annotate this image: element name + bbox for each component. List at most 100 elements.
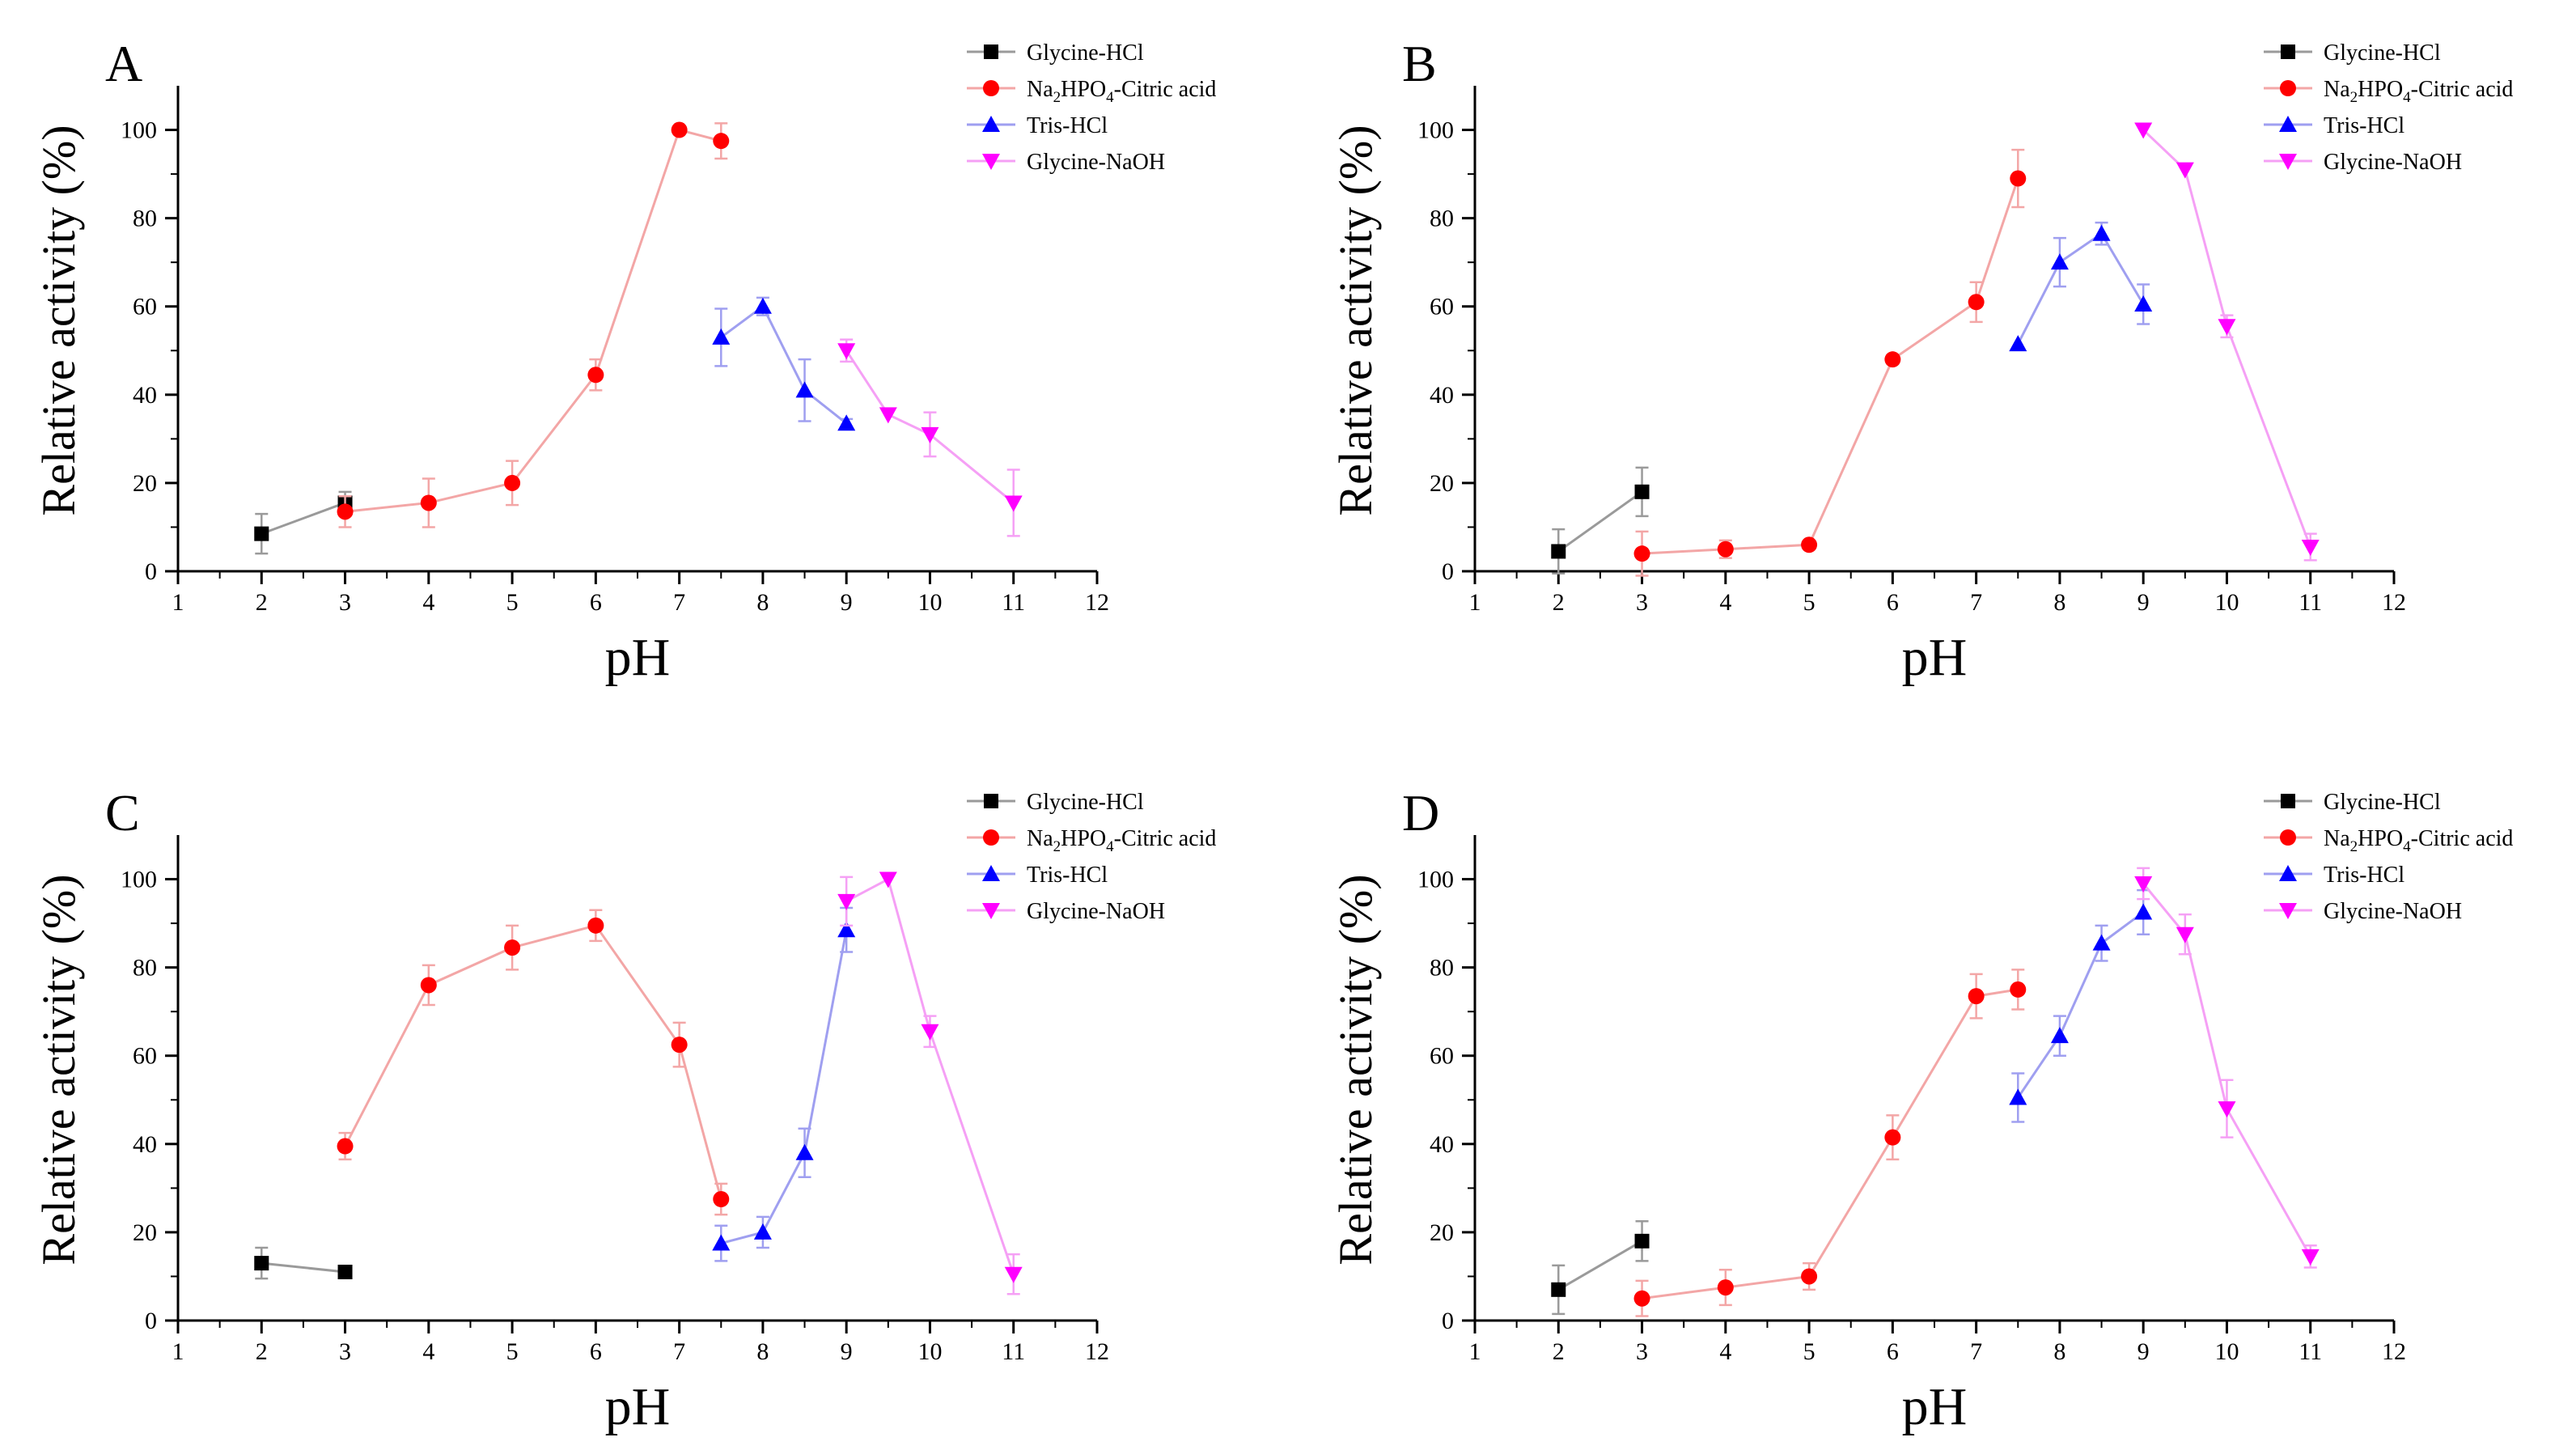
series-0 <box>254 490 353 555</box>
y-tick-label: 100 <box>121 117 157 144</box>
data-point <box>1634 484 1650 499</box>
series-3 <box>2134 867 2320 1269</box>
data-point <box>2134 122 2153 139</box>
y-tick-label: 100 <box>1417 867 1454 893</box>
series-line <box>261 502 346 536</box>
y-tick-label: 100 <box>1417 117 1454 144</box>
series-line <box>2016 231 2145 345</box>
legend: Glycine-HCl Na2HPO4-Citric acid Tris-HCl Gl… <box>2264 40 2513 175</box>
data-point <box>837 343 856 360</box>
series-0 <box>1551 1220 1650 1316</box>
y-axis-title: Relative activity (%) <box>32 874 85 1265</box>
x-tick-label: 10 <box>2214 589 2239 616</box>
y-tick-label: 0 <box>1442 1308 1454 1334</box>
data-point <box>337 1138 354 1155</box>
data-point <box>837 414 856 431</box>
legend-label: Tris-HCl <box>2324 863 2404 888</box>
legend-label: Glycine-HCl <box>1027 790 1144 815</box>
data-point <box>420 494 437 511</box>
data-point <box>2010 981 2027 998</box>
x-tick-label: 12 <box>2382 589 2406 616</box>
series-line <box>1642 988 2019 1300</box>
legend-marker <box>983 829 999 846</box>
legend-marker <box>984 45 998 59</box>
x-tick-label: 4 <box>422 1338 434 1365</box>
x-tick-label: 4 <box>1719 1338 1731 1365</box>
x-tick-label: 7 <box>1970 589 1982 616</box>
data-point <box>1633 1290 1650 1307</box>
data-point <box>837 921 856 938</box>
legend: Glycine-HCl Na2HPO4-Citric acid Tris-HCl Gl… <box>967 790 1216 924</box>
data-point <box>713 1191 730 1207</box>
panel-label: D <box>1402 784 1439 842</box>
legend-label: Glycine-HCl <box>1027 40 1144 66</box>
data-point <box>671 121 688 138</box>
series-line <box>845 877 1015 1275</box>
series-line <box>845 350 1015 504</box>
series-line <box>1557 490 1643 553</box>
series-1 <box>1633 148 2027 577</box>
data-point <box>504 939 521 956</box>
y-axis-title: Relative activity (%) <box>1329 125 1382 515</box>
data-point <box>713 133 730 150</box>
data-point <box>254 526 269 541</box>
series-2 <box>2009 888 2153 1123</box>
data-point <box>1004 1266 1023 1283</box>
legend-marker <box>2281 45 2295 59</box>
data-point <box>2092 934 2111 951</box>
series-line <box>344 924 722 1200</box>
legend-marker <box>2279 154 2297 170</box>
x-tick-label: 3 <box>1636 589 1648 616</box>
data-point <box>2176 162 2194 179</box>
data-point <box>2050 1027 2069 1044</box>
data-point <box>921 1024 939 1041</box>
series-3 <box>2134 122 2320 562</box>
legend-label: Na2HPO4-Citric acid <box>2324 77 2513 106</box>
y-tick-label: 20 <box>133 470 157 497</box>
data-point <box>2134 903 2153 920</box>
x-tick-label: 4 <box>422 589 434 616</box>
data-point <box>2134 295 2153 312</box>
data-point <box>337 503 354 520</box>
x-tick-label: 7 <box>673 1338 685 1365</box>
y-tick-label: 80 <box>133 206 157 232</box>
data-point <box>1801 1268 1818 1285</box>
data-point <box>2134 876 2153 892</box>
x-tick-label: 3 <box>1636 1338 1648 1365</box>
x-axis-title: pH <box>1902 1377 1968 1436</box>
x-tick-label: 8 <box>2053 589 2065 616</box>
legend-label: Glycine-HCl <box>2324 790 2441 815</box>
legend-marker <box>982 903 1000 919</box>
x-tick-label: 10 <box>917 589 942 616</box>
series-line <box>2142 883 2312 1257</box>
data-point <box>1004 495 1023 512</box>
data-point <box>1633 545 1650 562</box>
series-3 <box>837 338 1023 537</box>
data-point <box>1968 988 1985 1005</box>
y-tick-label: 0 <box>145 1308 157 1334</box>
y-tick-label: 60 <box>1430 294 1454 320</box>
data-point <box>2176 926 2194 943</box>
x-tick-label: 8 <box>756 1338 769 1365</box>
panel-label: A <box>105 35 142 92</box>
data-point <box>337 1265 353 1279</box>
y-tick-label: 40 <box>1430 382 1454 409</box>
x-tick-label: 5 <box>506 1338 519 1365</box>
x-tick-label: 2 <box>256 1338 268 1365</box>
y-tick-label: 40 <box>133 1131 157 1158</box>
legend: Glycine-HCl Na2HPO4-Citric acid Tris-HCl Gl… <box>2264 790 2513 924</box>
data-point <box>2301 540 2320 556</box>
y-tick-label: 60 <box>1430 1043 1454 1070</box>
y-tick-label: 0 <box>145 558 157 585</box>
y-tick-label: 0 <box>1442 558 1454 585</box>
series-line <box>2142 129 2312 548</box>
legend-label: Glycine-NaOH <box>2324 150 2462 175</box>
data-point <box>2218 1101 2236 1118</box>
x-tick-label: 5 <box>506 589 519 616</box>
legend-label: Tris-HCl <box>1027 113 1108 138</box>
x-tick-label: 11 <box>2298 1338 2322 1365</box>
